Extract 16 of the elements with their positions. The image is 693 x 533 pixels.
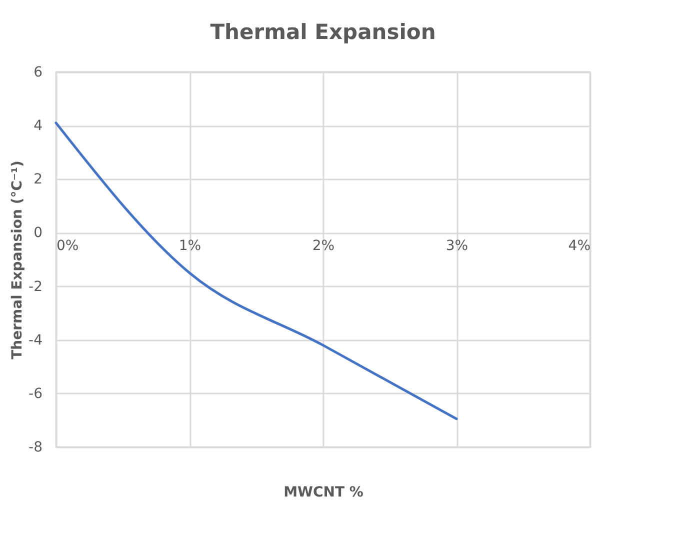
x-tick-label: 0% bbox=[56, 238, 79, 254]
x-tick-label: 2% bbox=[312, 238, 335, 254]
y-tick-label: -8 bbox=[28, 440, 42, 456]
chart-title: Thermal Expansion bbox=[210, 20, 436, 44]
y-tick-label: -2 bbox=[28, 278, 42, 295]
x-tick-label: 4% bbox=[568, 238, 590, 254]
x-tick-label: 3% bbox=[446, 238, 468, 254]
y-tick-label: 4 bbox=[34, 118, 43, 134]
y-tick-label: 6 bbox=[34, 64, 43, 80]
y-axis-title: Thermal Expansion (°C⁻¹) bbox=[10, 160, 26, 360]
x-axis-title: MWCNT % bbox=[284, 484, 364, 500]
x-tick-label: 1% bbox=[178, 238, 202, 254]
y-tick-label: 2 bbox=[34, 172, 42, 188]
y-tick-label: -4 bbox=[28, 332, 43, 348]
y-tick-label: -6 bbox=[28, 386, 43, 402]
y-tick-label: 0 bbox=[34, 225, 42, 242]
